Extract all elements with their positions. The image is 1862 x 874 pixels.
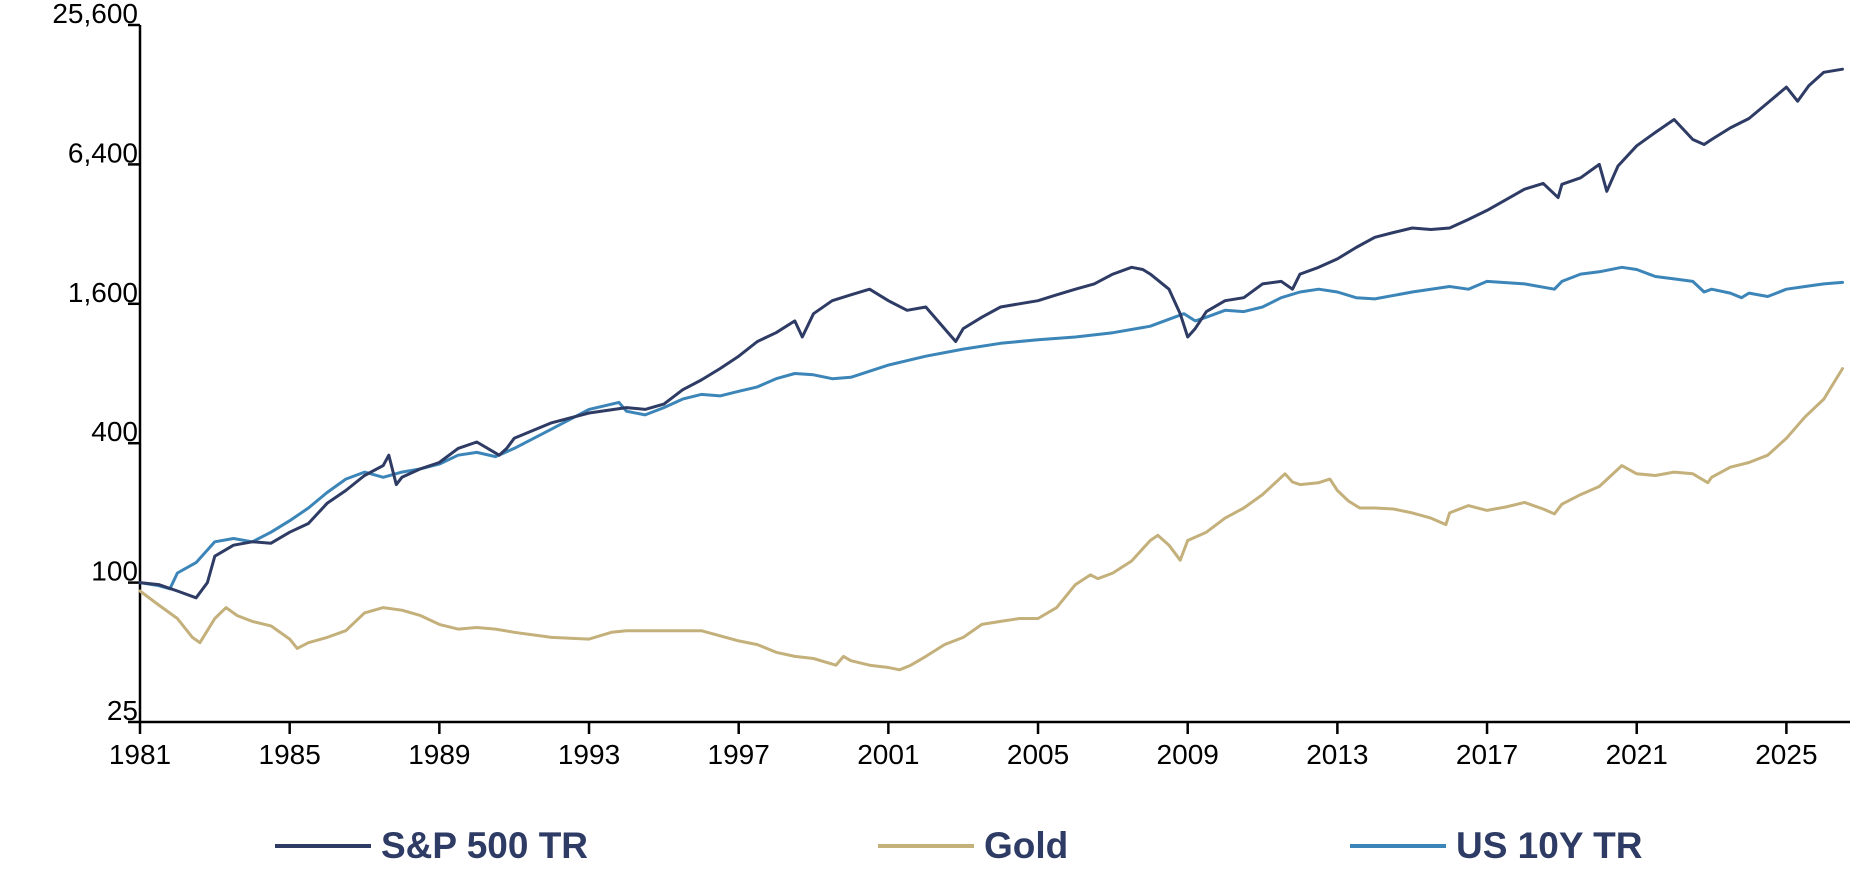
x-tick-label: 2009 bbox=[1157, 739, 1219, 770]
x-tick-label: 2021 bbox=[1606, 739, 1668, 770]
y-tick-label: 100 bbox=[91, 556, 138, 587]
series-lines bbox=[138, 67, 1844, 672]
series-line-sp500 bbox=[138, 67, 1844, 600]
legend-label-gold: Gold bbox=[984, 825, 1069, 866]
x-tick-label: 1985 bbox=[259, 739, 321, 770]
x-tick-label: 2001 bbox=[857, 739, 919, 770]
x-tick-label: 1997 bbox=[708, 739, 770, 770]
x-tick-label: 2005 bbox=[1007, 739, 1069, 770]
y-tick-label: 25 bbox=[107, 695, 138, 726]
legend-swatch-us10y bbox=[1350, 844, 1446, 848]
y-axis: 25 100 400 1,600 6,400 25,600 bbox=[52, 0, 142, 726]
legend: S&P 500 TR Gold US 10Y TR bbox=[0, 818, 1862, 874]
x-tick-label: 2013 bbox=[1306, 739, 1368, 770]
series-line-us10y bbox=[138, 265, 1844, 591]
y-tick-label: 25,600 bbox=[52, 0, 138, 29]
legend-label-sp500: S&P 500 TR bbox=[381, 825, 589, 866]
x-tick-label: 1993 bbox=[558, 739, 620, 770]
x-tick-label: 2025 bbox=[1755, 739, 1817, 770]
series-line-gold bbox=[138, 367, 1844, 672]
legend-swatch-sp500 bbox=[275, 844, 371, 848]
legend-swatch-gold bbox=[878, 844, 974, 848]
y-tick-label: 6,400 bbox=[68, 137, 138, 168]
y-tick-label: 400 bbox=[91, 416, 138, 447]
legend-label-us10y: US 10Y TR bbox=[1456, 825, 1643, 866]
legend-item-us10y: US 10Y TR bbox=[1350, 818, 1642, 874]
x-tick-label: 2017 bbox=[1456, 739, 1518, 770]
y-tick-label: 1,600 bbox=[68, 277, 138, 308]
x-tick-label: 1981 bbox=[109, 739, 171, 770]
x-tick-label: 1989 bbox=[408, 739, 470, 770]
legend-item-gold: Gold bbox=[878, 818, 1068, 874]
x-axis: 1981 1985 1989 1993 1997 2001 2005 2009 2013 2017… bbox=[109, 720, 1850, 770]
legend-item-sp500: S&P 500 TR bbox=[275, 818, 588, 874]
